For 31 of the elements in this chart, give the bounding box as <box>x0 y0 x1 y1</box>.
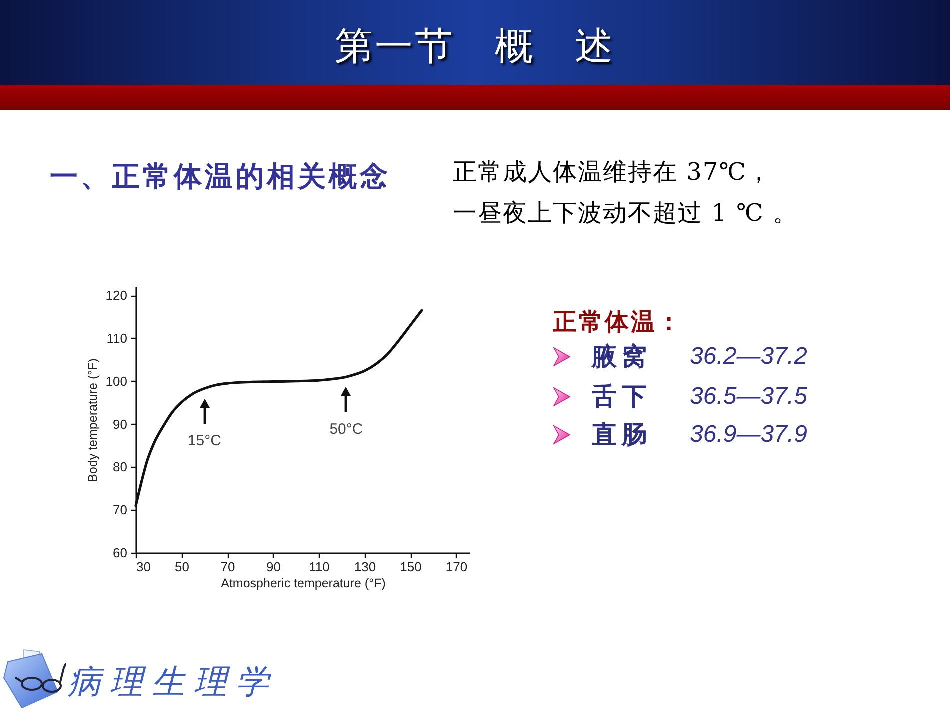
x-tick-label: 90 <box>266 560 281 574</box>
x-tick-label: 110 <box>309 560 330 574</box>
x-tick-label: 30 <box>136 560 151 574</box>
x-tick-label: 50 <box>175 560 190 574</box>
y-tick-label: 60 <box>113 546 128 560</box>
chart-subtitle: 一、正常体温的相关概念 <box>50 159 391 195</box>
annotation: 50°C <box>330 421 364 438</box>
y-tick-label: 110 <box>106 330 128 346</box>
text: 正常成人体温维持在 37℃， <box>453 157 772 188</box>
y-tick-label: 70 <box>113 502 128 518</box>
x-tick-label: 70 <box>220 560 236 574</box>
y-tick-label: 120 <box>106 288 128 304</box>
chart-title: 第一节 概 述 <box>334 23 616 70</box>
text: 36.2—37.2 <box>690 342 808 372</box>
y-axis-title: Body temperature (°F) <box>86 358 100 482</box>
x-tick-label: 150 <box>400 560 422 574</box>
x-tick-label: 170 <box>446 560 468 574</box>
y-tick-label: 90 <box>113 416 128 432</box>
text: 舌下 <box>592 381 652 413</box>
text: 腋窝 <box>592 341 652 373</box>
x-tick-label: 130 <box>354 560 376 574</box>
annotation: 15°C <box>188 432 222 450</box>
y-tick-label: 80 <box>113 460 128 475</box>
text: 直肠 <box>592 419 652 451</box>
text: 36.5—37.5 <box>690 382 808 412</box>
x-axis-title: Atmospheric temperature (°F) <box>221 576 386 590</box>
y-tick-label: 100 <box>106 374 128 389</box>
text: 正常体温： <box>553 306 683 338</box>
text: 病理生理学 <box>68 662 278 701</box>
text: 36.9—37.9 <box>690 420 808 450</box>
text: 一昼夜上下波动不超过 1 ℃ 。 <box>453 198 798 229</box>
